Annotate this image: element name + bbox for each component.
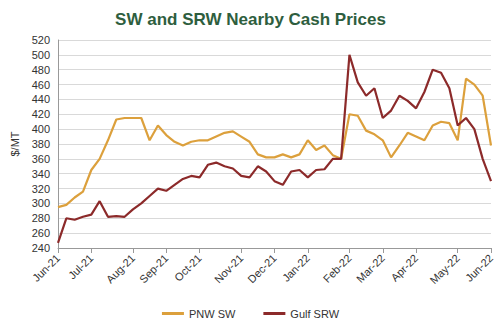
svg-text:Jan-22: Jan-22 [280, 252, 312, 284]
svg-text:$/MT: $/MT [9, 131, 21, 156]
svg-text:440: 440 [32, 93, 50, 105]
svg-text:Feb-22: Feb-22 [321, 252, 354, 285]
svg-text:480: 480 [32, 64, 50, 76]
svg-text:Dec-21: Dec-21 [245, 252, 279, 286]
svg-text:340: 340 [32, 168, 50, 180]
svg-text:Jul-21: Jul-21 [66, 252, 96, 282]
svg-text:PNW SW: PNW SW [189, 308, 236, 320]
svg-text:420: 420 [32, 108, 50, 120]
svg-text:360: 360 [32, 153, 50, 165]
svg-text:240: 240 [32, 242, 50, 254]
svg-text:Jun-22: Jun-22 [463, 252, 495, 284]
svg-text:Nov-21: Nov-21 [212, 252, 246, 286]
svg-text:320: 320 [32, 183, 50, 195]
svg-text:Jun-21: Jun-21 [30, 252, 62, 284]
svg-text:400: 400 [32, 123, 50, 135]
svg-text:Mar-22: Mar-22 [354, 252, 387, 285]
svg-text:SW and SRW Nearby Cash Prices: SW and SRW Nearby Cash Prices [115, 10, 386, 29]
svg-text:May-22: May-22 [428, 252, 462, 286]
svg-text:Gulf SRW: Gulf SRW [290, 308, 339, 320]
svg-text:500: 500 [32, 49, 50, 61]
svg-text:300: 300 [32, 197, 50, 209]
svg-text:Oct-21: Oct-21 [172, 252, 204, 284]
svg-text:Apr-22: Apr-22 [388, 252, 420, 284]
svg-text:380: 380 [32, 138, 50, 150]
svg-text:520: 520 [32, 34, 50, 46]
svg-text:280: 280 [32, 212, 50, 224]
svg-text:Aug-21: Aug-21 [104, 252, 138, 286]
svg-text:Sep-21: Sep-21 [137, 252, 171, 286]
svg-text:460: 460 [32, 79, 50, 91]
svg-text:260: 260 [32, 227, 50, 239]
